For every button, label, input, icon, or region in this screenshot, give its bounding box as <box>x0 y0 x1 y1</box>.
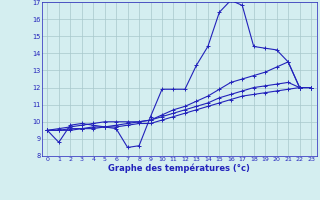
X-axis label: Graphe des températures (°c): Graphe des températures (°c) <box>108 163 250 173</box>
